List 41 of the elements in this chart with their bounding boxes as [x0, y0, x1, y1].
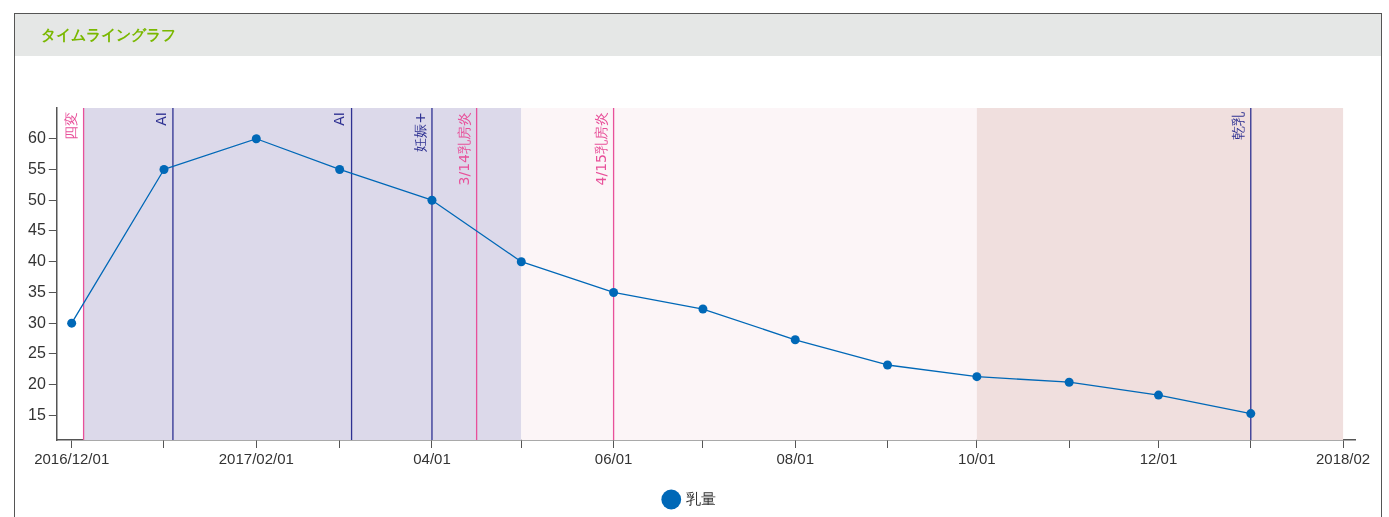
y-tick-label: 45: [28, 221, 46, 239]
point: [609, 287, 619, 297]
ref-line-label: 四変: [63, 112, 80, 140]
y-tick-label: 50: [28, 190, 46, 208]
point: [883, 360, 893, 370]
y-tick-label: 35: [28, 282, 46, 300]
ref-line-label: 3/14乳房炎: [456, 112, 473, 186]
chart-title: タイムライングラフ: [15, 14, 1381, 56]
x-tick-label: 10/01: [958, 450, 996, 468]
point: [1246, 409, 1256, 419]
x-tick-label: 04/01: [413, 450, 451, 468]
x-tick-label: 2018/02: [1315, 450, 1371, 468]
x-tick-label: 2016/12/01: [34, 450, 110, 468]
x-tick-label: 06/01: [594, 450, 633, 468]
point: [427, 195, 437, 205]
point: [1064, 377, 1074, 387]
point: [335, 164, 345, 174]
point: [698, 304, 708, 314]
point: [251, 134, 261, 144]
ref-line-label: AI: [152, 112, 169, 126]
point: [972, 372, 982, 382]
point: [790, 335, 800, 345]
ref-line-label: 乾乳: [1230, 112, 1247, 140]
ref-line-label: 妊娠+: [411, 112, 428, 152]
ref-line-label: 4/15乳房炎: [593, 112, 610, 186]
point: [516, 257, 526, 267]
y-tick-label: 25: [28, 344, 46, 362]
point: [67, 318, 77, 328]
point: [1153, 390, 1163, 400]
y-tick-label: 30: [28, 313, 46, 331]
ref-line-label: AI: [331, 112, 348, 126]
x-tick-label: 08/01: [776, 450, 814, 468]
x-tick-label: 12/01: [1139, 450, 1178, 468]
point: [159, 164, 169, 174]
x-tick-label: 2017/02/01: [218, 450, 294, 468]
y-tick-label: 60: [28, 129, 46, 147]
y-tick-label: 40: [28, 252, 46, 270]
legend-label: 乳量: [685, 489, 716, 507]
y-tick-label: 15: [28, 405, 46, 423]
y-tick-label: 20: [28, 375, 46, 393]
y-tick-label: 55: [28, 159, 46, 177]
